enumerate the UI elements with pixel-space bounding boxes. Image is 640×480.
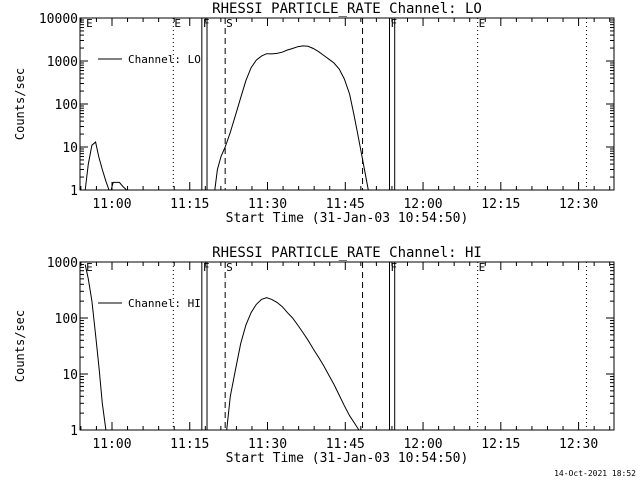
panel1-x-tick-label: 11:30 xyxy=(248,197,287,212)
panel1-x-tick-label: 12:00 xyxy=(403,197,442,212)
panel2-y-tick-label: 1000 xyxy=(47,256,78,271)
panel2-y-tick-label: 1 xyxy=(70,424,78,439)
panel1-x-tick-label: 12:15 xyxy=(481,197,520,212)
panel2-series-line-2 xyxy=(226,297,360,431)
panel2-marker-label: S xyxy=(226,261,233,274)
panel1-y-axis-label: Counts/sec xyxy=(13,68,27,140)
panel1-series-line-2 xyxy=(214,45,369,191)
panel1-legend-label: Channel: LO xyxy=(128,53,201,66)
panel2-series-line-1 xyxy=(84,264,107,431)
panel1-marker-label: F xyxy=(391,17,398,30)
panel1-plot-frame xyxy=(79,17,615,191)
panel2-x-tick-label: 12:15 xyxy=(481,437,520,452)
panel1-y-tick-label: 100 xyxy=(55,98,78,113)
panel2-x-tick-label: 11:00 xyxy=(92,437,131,452)
panel1-x-tick-label: 11:45 xyxy=(326,197,365,212)
panel2-y-tick-label: 100 xyxy=(55,312,78,327)
panel1-y-tick-label: 1000 xyxy=(47,55,78,70)
panel2-marker-label: F xyxy=(391,261,398,274)
panel1-x-tick-label: 12:30 xyxy=(559,197,598,212)
panel2-marker-label: E xyxy=(479,261,486,274)
panel2-x-tick-label: 11:30 xyxy=(248,437,287,452)
panel1-marker-label: E xyxy=(174,17,181,30)
panel2-plot-frame xyxy=(79,261,615,431)
panel1-marker-label: F xyxy=(203,17,210,30)
panel1-x-axis-label: Start Time (31-Jan-03 10:54:50) xyxy=(226,211,469,226)
panel1-x-tick-label: 11:00 xyxy=(92,197,131,212)
panel1-series-line-1 xyxy=(84,141,128,191)
panel1-y-tick-label: 1 xyxy=(70,184,78,199)
panel1-marker-label: S xyxy=(226,17,233,30)
panel2-marker-label: F xyxy=(203,261,210,274)
panel2-x-tick-label: 12:00 xyxy=(403,437,442,452)
panel2-x-tick-label: 11:45 xyxy=(326,437,365,452)
panel2-y-axis-label: Counts/sec xyxy=(13,310,27,382)
panel1-x-tick-label: 11:15 xyxy=(170,197,209,212)
panel2-title: RHESSI PARTICLE_RATE Channel: HI xyxy=(212,245,482,261)
panel2-y-tick-label: 10 xyxy=(62,368,78,383)
panel1-title: RHESSI PARTICLE_RATE Channel: LO xyxy=(212,1,482,17)
panel1-edge-label: E xyxy=(86,17,93,30)
panel1-y-tick-label: 10 xyxy=(62,141,78,156)
footer-timestamp: 14-Oct-2021 18:52 xyxy=(554,469,636,478)
panel1-marker-label: E xyxy=(479,17,486,30)
panel2-x-axis-label: Start Time (31-Jan-03 10:54:50) xyxy=(226,451,469,466)
panel2-legend-label: Channel: HI xyxy=(128,297,201,310)
panel1-y-tick-label: 10000 xyxy=(39,12,78,27)
panel2-x-tick-label: 11:15 xyxy=(170,437,209,452)
panel2-edge-label: E xyxy=(86,261,93,274)
panel2-x-tick-label: 12:30 xyxy=(559,437,598,452)
